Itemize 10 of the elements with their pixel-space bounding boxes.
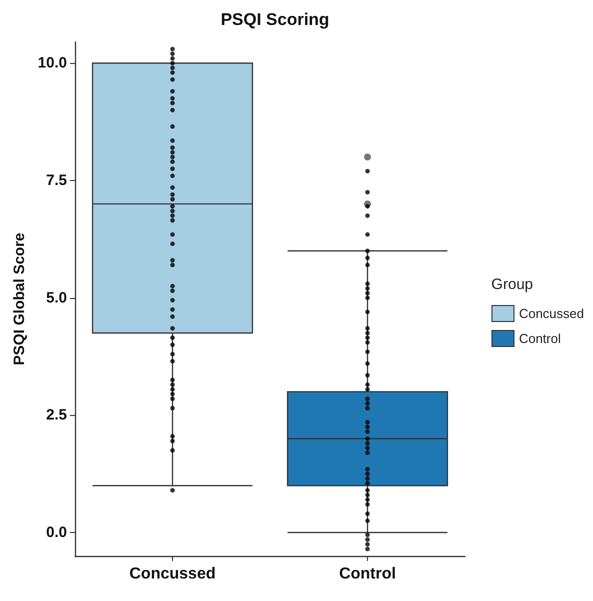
legend-label: Concussed — [518, 306, 584, 321]
chart-title: PSQI Scoring — [220, 10, 330, 29]
y-tick-label: 7.5 — [46, 172, 67, 189]
y-tick-label: 10.0 — [38, 54, 67, 72]
y-axis-title: PSQI Global Score — [10, 232, 28, 366]
y-tick-label: 2.5 — [46, 406, 67, 424]
y-tick-label: 5.0 — [46, 289, 67, 306]
legend-label: Control — [518, 331, 561, 346]
y-tick-label: 0.0 — [46, 524, 67, 542]
legend-title: Group — [491, 276, 534, 293]
